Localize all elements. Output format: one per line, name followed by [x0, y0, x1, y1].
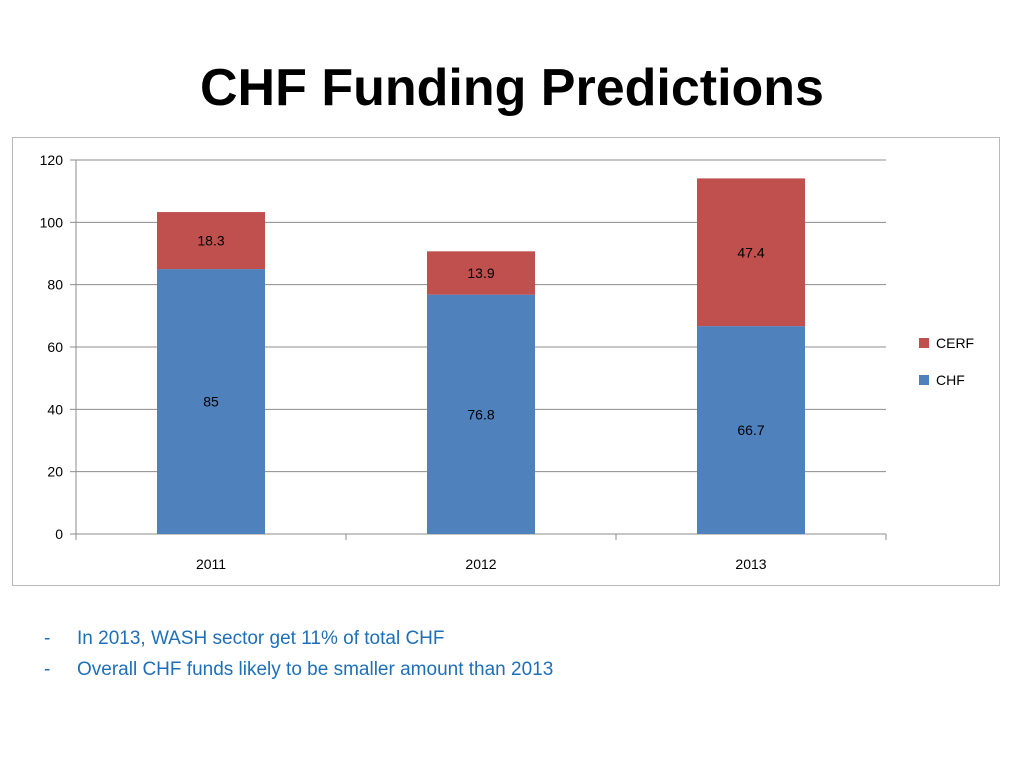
legend-swatch-cerf: [919, 338, 929, 348]
bar-chf-2011: [157, 269, 265, 534]
bullet-item: - Overall CHF funds likely to be smaller …: [44, 654, 553, 685]
y-tick-label: 40: [47, 401, 63, 417]
x-tick-label: 2013: [735, 556, 766, 572]
y-tick-label: 120: [40, 152, 64, 168]
bar-chf-2012: [427, 294, 535, 534]
data-label-chf-2012: 76.8: [467, 406, 494, 422]
legend-label-cerf: CERF: [936, 335, 974, 351]
x-tick-label: 2012: [465, 556, 496, 572]
x-tick-label: 2011: [196, 556, 226, 572]
data-label-cerf-2011: 18.3: [197, 233, 224, 249]
bar-cerf-2011: [157, 212, 265, 270]
legend-label-chf: CHF: [936, 372, 965, 388]
bar-cerf-2012: [427, 251, 535, 295]
data-label-cerf-2012: 13.9: [467, 265, 494, 281]
data-label-chf-2011: 85: [203, 394, 219, 410]
slide-title: CHF Funding Predictions: [200, 59, 824, 117]
y-tick-label: 0: [55, 526, 63, 542]
chart-area: 0 20 40 60 80 100 120 85 18.3 2011 76.8 13.9 2012 66.…: [12, 137, 1000, 586]
legend-swatch-chf: [919, 375, 929, 385]
bullet-text: Overall CHF funds likely to be smaller a…: [77, 659, 554, 680]
bullet-text: In 2013, WASH sector get 11% of total CH…: [77, 628, 445, 649]
y-tick-label: 100: [40, 214, 64, 230]
bar-cerf-2013: [697, 178, 805, 327]
bullet-item: - In 2013, WASH sector get 11% of total C…: [44, 623, 553, 654]
y-tick-label: 60: [47, 339, 63, 355]
bullet-marker: -: [44, 628, 51, 649]
bullet-list: - In 2013, WASH sector get 11% of total C…: [44, 623, 553, 685]
stacked-bar-chart: 0 20 40 60 80 100 120 85 18.3 2011 76.8 13.9 2012 66.…: [40, 152, 974, 572]
data-label-chf-2013: 66.7: [737, 422, 764, 438]
y-tick-label: 80: [47, 277, 63, 293]
bullet-marker: -: [44, 659, 51, 680]
y-tick-label: 20: [47, 464, 63, 480]
data-label-cerf-2013: 47.4: [737, 244, 764, 260]
bar-chf-2013: [697, 326, 805, 534]
